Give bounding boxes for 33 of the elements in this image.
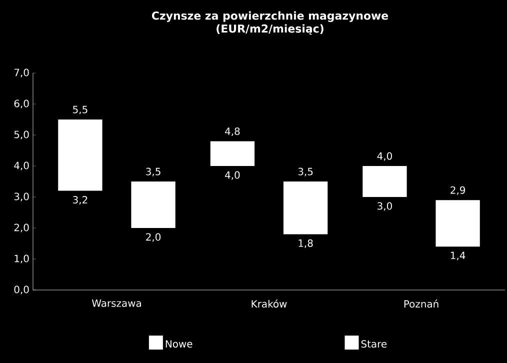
bar	[362, 166, 407, 197]
bar	[283, 182, 328, 234]
y-tick-label: 7,0	[14, 68, 29, 78]
x-tick-label: Poznań	[404, 300, 438, 308]
bar	[436, 200, 480, 247]
y-tick-label: 5,0	[14, 130, 29, 140]
y-tick-label: 4,0	[14, 162, 29, 170]
annotation: 1,4	[450, 252, 466, 260]
annotation: 4,0	[225, 171, 240, 180]
annotation: 4,0	[377, 152, 392, 161]
annotation: 1,8	[298, 239, 313, 248]
y-tick-label: 6,0	[14, 100, 29, 108]
annotation: 4,8	[225, 127, 240, 136]
annotation: 3,2	[73, 196, 88, 205]
x-tick-label: Kraków	[252, 300, 287, 308]
annotation: 3,5	[146, 168, 160, 176]
x-tick-label: Warszawa	[92, 300, 141, 307]
annotation: 2,0	[146, 233, 161, 242]
y-tick-label: 3,0	[14, 192, 29, 202]
y-tick-label: 0,0	[14, 286, 29, 294]
y-tick-label: 1,0	[14, 254, 29, 264]
chart-subtitle: (EUR/m2/miesiąc)	[216, 24, 324, 35]
y-tick-label: 2,0	[14, 224, 29, 232]
annotation: 3,5	[298, 168, 313, 176]
bar	[210, 141, 255, 166]
annotation: 3,0	[378, 202, 392, 211]
legend-label: Nowe	[166, 340, 192, 348]
chart-title: Czynsze za powierzchnie magazynowe	[152, 11, 388, 22]
annotation: 2,9	[450, 186, 466, 195]
bar	[131, 182, 176, 228]
bar	[58, 120, 102, 191]
legend-label: Stare	[361, 340, 387, 348]
annotation: 5,5	[73, 106, 88, 114]
